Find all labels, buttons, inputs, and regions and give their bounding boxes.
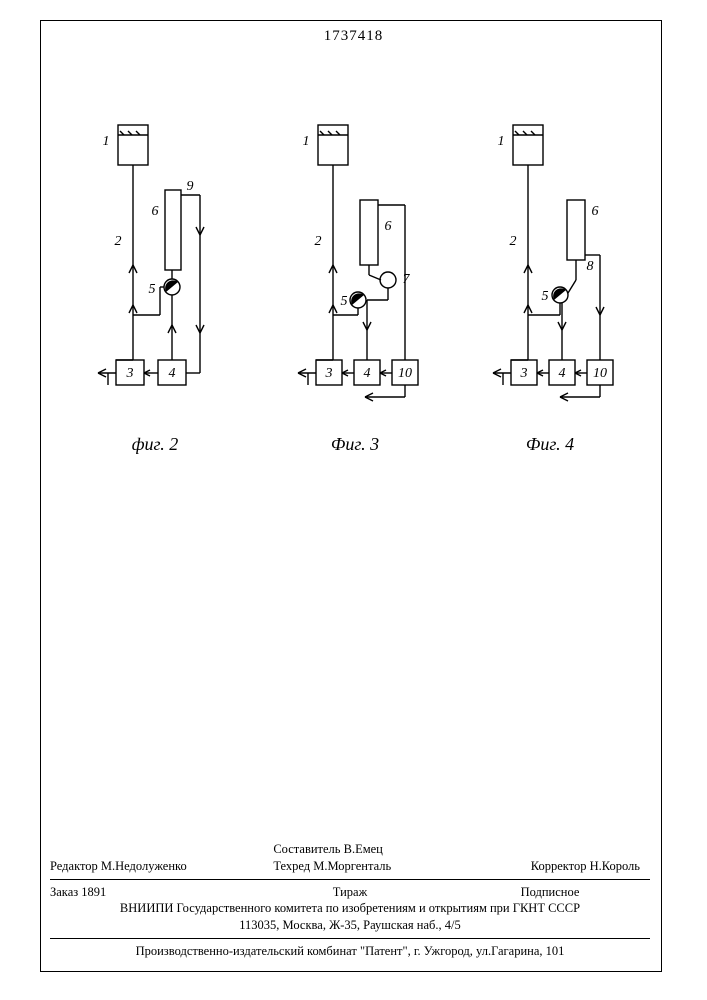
label-6: 6 <box>152 204 159 219</box>
editor-credit: Редактор М.Недолуженко <box>50 858 233 875</box>
figure-4: 1 2 3 4 5 6 8 10 Фиг. 4 <box>455 115 645 455</box>
figure-2-svg: 1 2 3 4 5 6 9 <box>60 115 250 415</box>
org-line-1: ВНИИПИ Государственного комитета по изоб… <box>50 900 650 917</box>
label-1: 1 <box>303 134 310 149</box>
compiler-credit: Составитель В.Емец <box>273 841 456 858</box>
footer-block: Редактор М.Недолуженко Составитель В.Еме… <box>50 841 650 960</box>
label-2: 2 <box>510 234 517 249</box>
label-2: 2 <box>315 234 322 249</box>
tirazh-label: Тираж <box>250 884 450 901</box>
label-10: 10 <box>593 366 607 381</box>
label-4: 4 <box>169 366 176 381</box>
figure-3-caption: Фиг. 3 <box>260 434 450 455</box>
label-8: 8 <box>587 259 594 274</box>
diagrams-area: 1 2 3 4 5 6 9 фиг. 2 <box>60 115 650 455</box>
label-4: 4 <box>364 366 371 381</box>
label-10: 10 <box>398 366 412 381</box>
podpisnoe-label: Подписное <box>450 884 650 901</box>
label-6: 6 <box>385 219 392 234</box>
label-3: 3 <box>520 366 528 381</box>
label-4: 4 <box>559 366 566 381</box>
printer-line: Производственно-издательский комбинат "П… <box>50 943 650 960</box>
figure-4-svg: 1 2 3 4 5 6 8 10 <box>455 115 645 415</box>
patent-number: 1737418 <box>0 28 707 45</box>
label-7: 7 <box>403 272 411 287</box>
label-3: 3 <box>325 366 333 381</box>
figure-3-svg: 1 2 3 4 5 6 7 10 <box>260 115 450 415</box>
label-5: 5 <box>149 282 156 297</box>
divider <box>50 938 650 939</box>
divider <box>50 879 650 880</box>
order-number: Заказ 1891 <box>50 884 250 901</box>
figure-3: 1 2 3 4 5 6 7 10 Фиг. 3 <box>260 115 450 455</box>
figure-2-caption: фиг. 2 <box>60 434 250 455</box>
label-9: 9 <box>187 179 194 194</box>
label-5: 5 <box>542 289 549 304</box>
credits-row: Редактор М.Недолуженко Составитель В.Еме… <box>50 841 650 875</box>
label-1: 1 <box>103 134 110 149</box>
label-6: 6 <box>592 204 599 219</box>
label-5: 5 <box>341 294 348 309</box>
figure-2: 1 2 3 4 5 6 9 фиг. 2 <box>60 115 250 455</box>
label-1: 1 <box>498 134 505 149</box>
figure-4-caption: Фиг. 4 <box>455 434 645 455</box>
label-3: 3 <box>126 366 134 381</box>
techred-credit: Техред М.Моргенталь <box>273 858 456 875</box>
order-row: Заказ 1891 Тираж Подписное <box>50 884 650 901</box>
org-line-2: 113035, Москва, Ж-35, Раушская наб., 4/5 <box>50 917 650 934</box>
label-2: 2 <box>115 234 122 249</box>
corrector-credit: Корректор Н.Король <box>457 858 640 875</box>
